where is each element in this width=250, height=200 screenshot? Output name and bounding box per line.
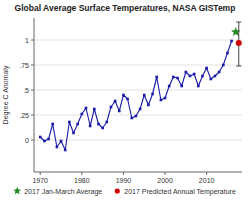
tick — [206, 172, 207, 175]
point — [197, 85, 200, 88]
point — [214, 75, 217, 78]
point — [106, 121, 109, 124]
error-cap — [236, 22, 241, 23]
point — [47, 138, 50, 141]
data — [39, 22, 242, 151]
point — [193, 73, 196, 76]
tick — [40, 172, 41, 175]
point — [72, 132, 75, 135]
point — [139, 108, 142, 111]
point — [89, 125, 92, 128]
legend-label: 2017 Predicted Annual Temperature — [124, 188, 236, 196]
grid-line — [34, 65, 242, 66]
error-cap — [236, 66, 241, 67]
tick-label: .25 — [19, 112, 29, 119]
legend-item: 2017 Jan-March Average — [13, 187, 102, 196]
point — [226, 52, 229, 55]
x-axis: 1970 1980 1990 2000 2010 — [32, 172, 242, 184]
point — [230, 40, 233, 43]
point — [13, 187, 21, 195]
grid — [34, 40, 242, 140]
tick-label: .75 — [19, 62, 29, 69]
point — [130, 117, 133, 120]
point — [97, 123, 100, 126]
point — [93, 108, 96, 111]
tick — [165, 172, 166, 175]
tick-label: 1990 — [116, 177, 132, 184]
point — [147, 104, 150, 107]
point — [176, 77, 179, 80]
point — [155, 76, 158, 79]
axis-line — [34, 18, 35, 172]
point — [118, 110, 121, 113]
grid-line — [34, 115, 242, 116]
tick-label: 0 — [25, 137, 29, 144]
tick-label: .5 — [23, 87, 29, 94]
legend-label: 2017 Jan-March Average — [24, 188, 102, 196]
y-axis: 0 .25 .5 .75 1 — [19, 18, 34, 172]
point — [81, 113, 84, 116]
line — [40, 41, 231, 150]
grid-line — [34, 140, 242, 141]
point — [135, 115, 138, 118]
point — [110, 106, 113, 109]
tick — [81, 172, 82, 175]
point — [222, 64, 225, 67]
legend: 2017 Jan-March Average 2017 Predicted Ann… — [13, 187, 236, 196]
point — [160, 99, 163, 102]
point — [64, 149, 67, 152]
point — [168, 85, 171, 88]
axis-label: Degree C Anomaly — [2, 65, 10, 124]
point — [126, 98, 129, 101]
point — [164, 97, 167, 100]
point — [114, 100, 117, 103]
title: Global Average Surface Temperatures, NAS… — [15, 3, 236, 13]
point — [172, 76, 175, 79]
error-bar — [236, 22, 241, 66]
chart: Global Average Surface Temperatures, NAS… — [0, 0, 250, 200]
point — [76, 123, 79, 126]
point — [189, 75, 192, 78]
tick-label: 1970 — [32, 177, 48, 184]
tick-label: 2000 — [157, 177, 173, 184]
legend-item: 2017 Predicted Annual Temperature — [115, 188, 236, 196]
tick — [123, 172, 124, 175]
page: {"chart_data": { "type": "line", "title"… — [0, 0, 250, 200]
grid-line — [34, 40, 242, 41]
point — [68, 121, 71, 124]
point — [201, 75, 204, 78]
point — [236, 40, 242, 46]
point — [101, 127, 104, 130]
point — [143, 94, 146, 97]
point — [122, 94, 125, 97]
tick-label: 1980 — [74, 177, 90, 184]
point — [115, 188, 120, 193]
tick-label: 2010 — [199, 177, 215, 184]
point — [180, 85, 183, 88]
axis-line — [34, 172, 242, 173]
point — [85, 107, 88, 110]
tick-label: 1 — [25, 37, 29, 44]
point — [205, 67, 208, 70]
point — [210, 78, 213, 81]
point — [56, 146, 59, 149]
point — [185, 71, 188, 74]
point — [218, 71, 221, 74]
point — [43, 140, 46, 143]
point — [151, 93, 154, 96]
point — [60, 140, 63, 143]
point — [39, 136, 42, 139]
point — [51, 123, 54, 126]
grid-line — [34, 90, 242, 91]
